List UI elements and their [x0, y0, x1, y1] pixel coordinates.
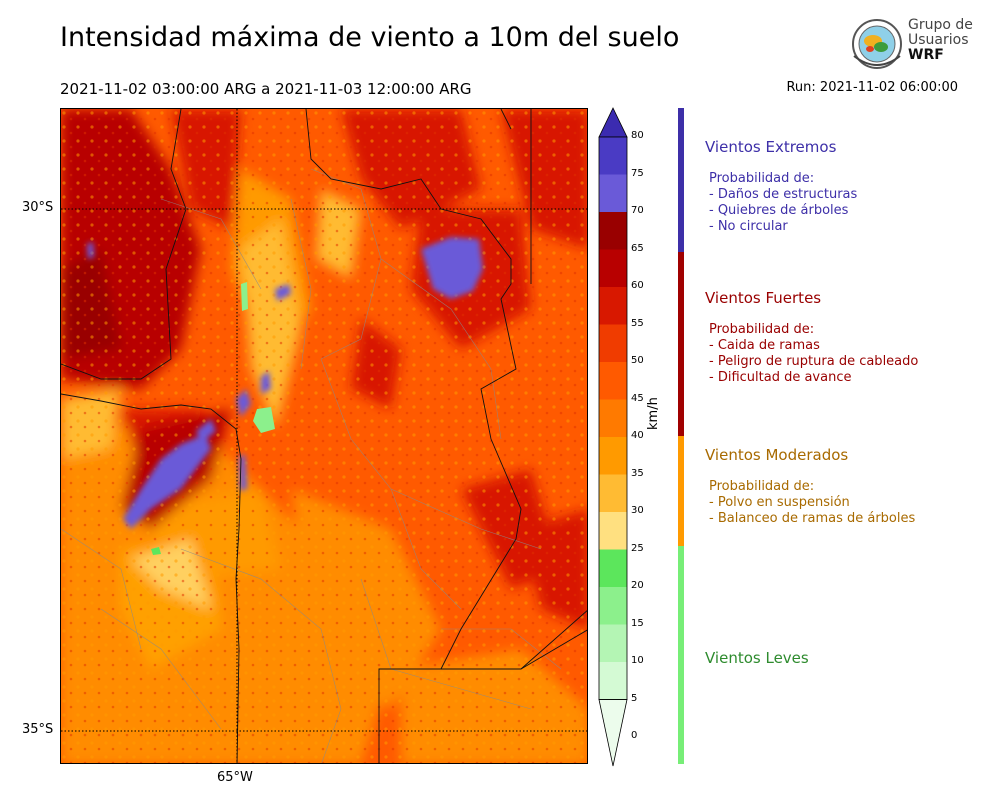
category-description-line: - No circular: [709, 219, 788, 234]
colorbar-segment: [599, 287, 627, 325]
colorbar-top-extend: [598, 107, 628, 138]
chart-title: Intensidad máxima de viento a 10m del su…: [60, 22, 680, 53]
category-title: Vientos Leves: [705, 649, 809, 667]
colorbar-segment: [599, 399, 627, 437]
colorbar-tick-label: 60: [631, 280, 644, 291]
category-description-line: - Caida de ramas: [709, 338, 820, 353]
colorbar-segment: [599, 662, 627, 700]
colorbar-segment: [599, 549, 627, 587]
category-description-line: - Daños de estructuras: [709, 187, 858, 202]
colorbar-tick-label: 20: [631, 580, 644, 591]
category-description-line: Probabilidad de:: [709, 171, 815, 186]
category-description-line: Probabilidad de:: [709, 479, 815, 494]
colorbar-tick-label: 15: [631, 617, 644, 629]
colorbar-segment: [599, 624, 627, 662]
category-title: Vientos Moderados: [705, 446, 849, 464]
lon-label-65w: 65°W: [217, 770, 253, 785]
run-time: Run: 2021-11-02 06:00:00: [786, 80, 958, 95]
colorbar-segment: [599, 474, 627, 512]
category-bar: [678, 546, 684, 764]
colorbar-tick-label: 50: [631, 355, 644, 366]
colorbar-tick-label: 10: [631, 655, 644, 666]
colorbar-segment: [599, 249, 627, 287]
colorbar-segment: [599, 437, 627, 475]
category-bar: [678, 436, 684, 546]
lat-label-30s: 30°S: [22, 200, 54, 215]
category-description: Probabilidad de: - Daños de estructuras - …: [709, 171, 857, 235]
category-bar: [678, 252, 684, 436]
category-description-line: Probabilidad de:: [709, 322, 815, 337]
wind-map: [60, 108, 588, 764]
colorbar-segment: [599, 174, 627, 212]
colorbar-tick-label: 70: [631, 205, 644, 216]
colorbar-tick-label: 40: [631, 430, 644, 441]
category-description-line: - Peligro de ruptura de cableado: [709, 354, 919, 369]
colorbar-tick-label: 45: [631, 392, 644, 404]
wind-map-canvas: [61, 109, 587, 763]
colorbar-tick-label: 65: [631, 242, 644, 254]
colorbar-outline: [598, 136, 628, 700]
colorbar-segment: [599, 512, 627, 550]
colorbar-tick-label: 0: [631, 730, 638, 741]
colorbar-tick-label: 30: [631, 505, 644, 516]
colorbar-segment: [599, 362, 627, 400]
lat-label-35s: 35°S: [22, 722, 54, 737]
wrf-globe-logo-icon: [852, 19, 902, 69]
category-description-line: - Quiebres de árboles: [709, 203, 849, 218]
colorbar-tick-label: 80: [631, 130, 644, 141]
category-title: Vientos Extremos: [705, 138, 837, 156]
category-description: Probabilidad de: - Caida de ramas - Peligr…: [709, 322, 918, 386]
logo-line-3: WRF: [908, 47, 944, 63]
colorbar: [598, 107, 628, 767]
colorbar-segment: [599, 587, 627, 625]
colorbar-tick-label: 75: [631, 167, 644, 179]
colorbar-unit: km/h: [646, 397, 661, 430]
colorbar-segment: [599, 137, 627, 175]
colorbar-tick-label: 55: [631, 317, 644, 329]
colorbar-tick-label: 35: [631, 467, 644, 479]
forecast-period: 2021-11-02 03:00:00 ARG a 2021-11-03 12:…: [60, 80, 472, 98]
colorbar-segment: [599, 324, 627, 362]
colorbar-segment: [599, 212, 627, 250]
colorbar-tick-label: 5: [631, 692, 638, 704]
wrf-logo-text: Grupo de Usuarios WRF: [908, 18, 973, 63]
logo-line-1: Grupo de: [908, 17, 973, 33]
category-description-line: - Balanceo de ramas de árboles: [709, 511, 916, 526]
category-bar: [678, 108, 684, 252]
category-title: Vientos Fuertes: [705, 289, 822, 307]
colorbar-bottom-extend: [598, 699, 628, 767]
logo-line-2: Usuarios: [908, 32, 969, 48]
category-description-line: - Polvo en suspensión: [709, 495, 850, 510]
colorbar-tick-label: 25: [631, 542, 644, 554]
wrf-logo: [848, 16, 973, 74]
category-description-line: - Dificultad de avance: [709, 370, 852, 385]
category-description: Probabilidad de: - Polvo en suspensión - B…: [709, 479, 915, 527]
